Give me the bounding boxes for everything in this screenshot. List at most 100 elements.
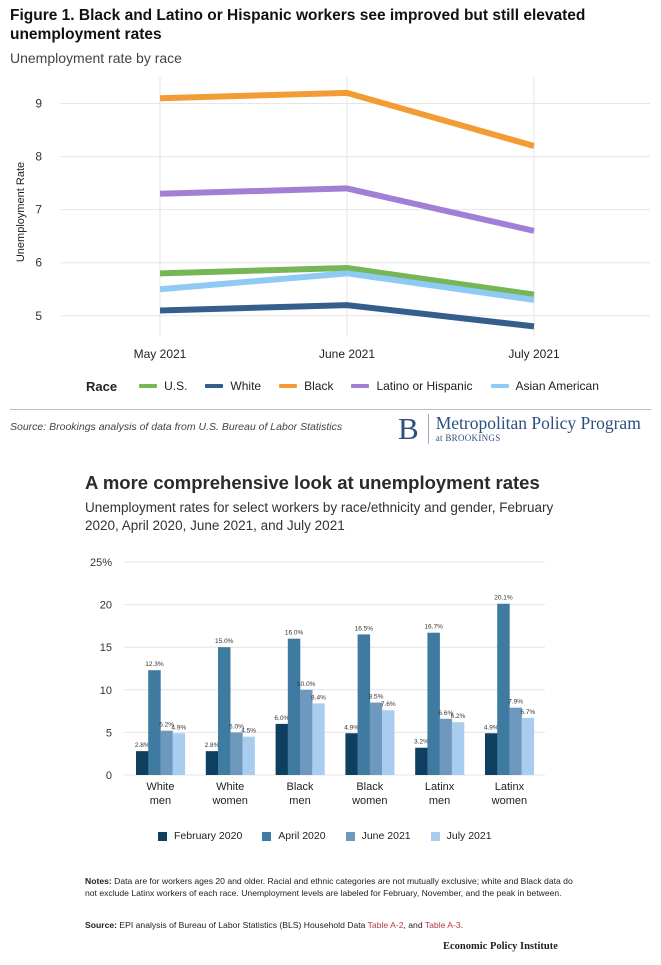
logo-subtitle: at BROOKINGS: [435, 433, 501, 443]
bar: [160, 730, 173, 775]
bar: [369, 702, 383, 775]
legend-label: Latino or Hispanic: [376, 379, 473, 393]
bar: [509, 707, 522, 775]
bar-value-label: 6.6%: [438, 710, 453, 717]
legend-swatch: [490, 384, 509, 388]
y-axis-title: Unemployment Rate: [15, 162, 27, 262]
legend-label: White: [230, 379, 262, 393]
y-tick-label: 15: [100, 642, 112, 654]
legend-item-jun2021: June 2021: [345, 830, 411, 842]
legend-swatch: [158, 831, 167, 841]
bar-value-label: 10.0%: [297, 681, 316, 688]
bar-value-label: 7.9%: [508, 699, 523, 706]
legend-item-jul2021: July 2021: [430, 830, 492, 842]
x-tick-label: White: [146, 781, 174, 793]
bar: [415, 747, 428, 775]
source-label: Source:: [85, 920, 117, 930]
bar: [485, 733, 498, 775]
series-line: [159, 302, 535, 330]
divider: [10, 409, 651, 410]
legend-item-latino: Latino or Hispanic: [351, 379, 473, 393]
bar-value-label: 3.2%: [414, 739, 429, 746]
bar-value-label: 4.9%: [344, 724, 359, 731]
bar-value-label: 4.9%: [484, 724, 499, 731]
bar-value-label: 2.8%: [205, 742, 220, 749]
bar: [312, 703, 325, 775]
x-tick-label: women: [351, 795, 387, 807]
notes-label: Notes:: [85, 876, 112, 886]
series-line: [159, 185, 535, 234]
bar-value-label: 2.8%: [135, 742, 150, 749]
bar: [148, 670, 161, 775]
x-tick-label: June 2021: [319, 347, 375, 361]
figure1-legend: Race U.S. White Black Latino or Hispanic…: [86, 377, 617, 395]
series-line: [159, 270, 535, 303]
bar: [172, 733, 186, 775]
source-text: EPI analysis of Bureau of Labor Statisti…: [119, 920, 366, 930]
table-a3-link[interactable]: Table A-3: [424, 920, 461, 930]
legend-title: Race: [86, 378, 118, 394]
figure2-title: A more comprehensive look at unemploymen…: [85, 472, 540, 493]
bar: [357, 634, 371, 775]
bar: [345, 733, 358, 775]
bar: [427, 632, 440, 775]
legend-label: June 2021: [361, 830, 411, 842]
bar: [382, 710, 395, 775]
figure2-source: Source: EPI analysis of Bureau of Labor …: [85, 920, 585, 930]
legend-swatch: [351, 384, 370, 388]
y-tick-label: 10: [100, 685, 112, 697]
x-tick-label: women: [211, 795, 247, 807]
bar-value-label: 12.3%: [145, 661, 164, 668]
figure2-legend: February 2020 April 2020 June 2021 July …: [158, 830, 512, 842]
series-line: [159, 265, 535, 298]
table-a2-link[interactable]: Table A-2: [367, 920, 404, 930]
figure1-title: Figure 1. Black and Latino or Hispanic w…: [10, 7, 586, 43]
x-tick-label: men: [289, 795, 310, 807]
y-tick-label: 25%: [90, 557, 112, 569]
figure2-notes: Notes: Data are for workers ages 20 and …: [85, 875, 575, 899]
legend-item-white: White: [205, 379, 261, 393]
y-tick-label: 9: [35, 97, 42, 111]
legend-swatch: [205, 384, 224, 388]
bar-value-label: 15.0%: [215, 638, 234, 645]
y-tick-label: 0: [106, 770, 112, 782]
x-tick-label: Latinx: [495, 781, 525, 793]
bar-chart: 0510152025%2.8%12.3%5.2%4.9%Whitemen2.8%…: [90, 557, 545, 807]
legend-label: Asian American: [515, 379, 599, 393]
bar-value-label: 6.2%: [451, 713, 466, 720]
legend-item-feb2020: February 2020: [158, 830, 242, 842]
x-tick-label: women: [491, 795, 527, 807]
legend-label: U.S.: [164, 379, 188, 393]
bar: [275, 723, 289, 775]
bar-value-label: 5.2%: [159, 722, 174, 729]
line-chart: 5 6 7 8 9 May 2021 June 2021 July 2021 Unemploym…: [15, 77, 650, 361]
series-line: [159, 89, 535, 149]
legend-label: April 2020: [278, 830, 326, 842]
bar: [218, 647, 231, 775]
bar-value-label: 16.5%: [355, 625, 374, 632]
bar: [287, 638, 301, 775]
legend-label: February 2020: [174, 830, 243, 842]
y-tick-label: 5: [106, 727, 112, 739]
bar: [300, 689, 313, 775]
bar: [451, 722, 465, 775]
y-tick-label: 8: [35, 150, 42, 164]
bar-value-label: 4.9%: [171, 724, 186, 731]
legend-swatch: [430, 831, 440, 841]
source-mid: , and: [403, 920, 423, 930]
x-tick-label: July 2021: [508, 347, 560, 361]
bar-value-label: 7.6%: [381, 701, 396, 708]
figure2-subtitle: Unemployment rates for select workers by…: [85, 500, 554, 533]
bar: [230, 732, 243, 775]
bar: [205, 751, 219, 775]
x-tick-label: White: [216, 781, 244, 793]
bar-value-label: 16.0%: [285, 630, 304, 637]
bar-value-label: 16.7%: [424, 624, 443, 631]
legend-swatch: [139, 384, 158, 388]
bar-value-label: 8.4%: [311, 694, 326, 701]
bar-value-label: 8.5%: [369, 694, 384, 701]
y-tick-label: 20: [100, 600, 112, 612]
y-tick-label: 6: [35, 256, 42, 270]
bar-value-label: 20.1%: [494, 595, 513, 602]
x-tick-label: men: [150, 795, 171, 807]
